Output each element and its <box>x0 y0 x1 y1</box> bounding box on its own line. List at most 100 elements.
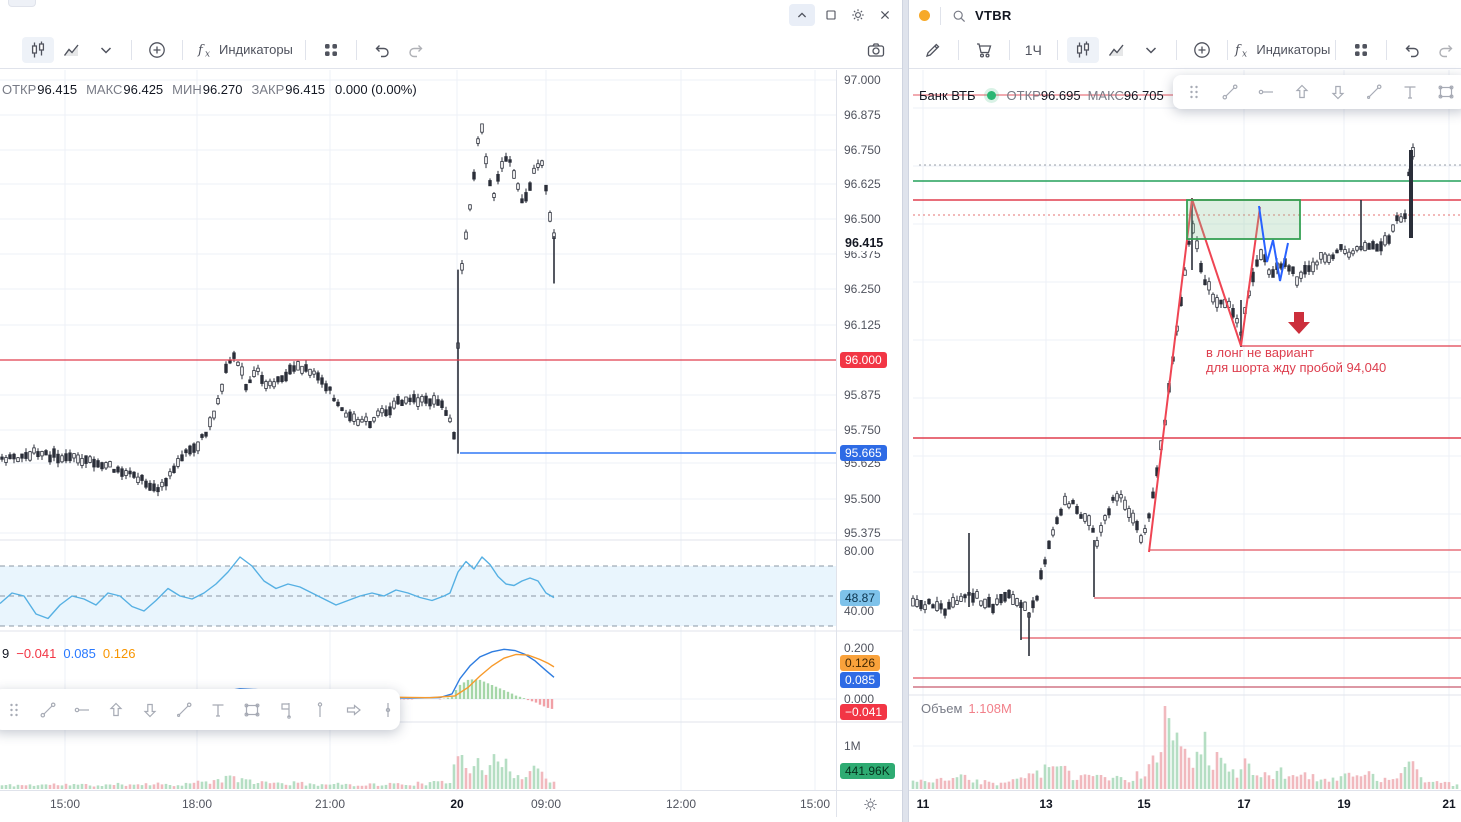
time-tick: 21 <box>1442 797 1456 811</box>
open-value: 96.415 <box>37 82 78 97</box>
redo-button[interactable] <box>400 37 432 63</box>
undo-button[interactable] <box>1396 37 1428 63</box>
flag-tool-tool-icon[interactable] <box>276 700 296 720</box>
top-tab <box>8 0 36 7</box>
open-value: 96.695 <box>1040 88 1081 103</box>
price-tick: 97.000 <box>844 73 881 87</box>
left-titlebar <box>0 0 902 32</box>
symbol-legend: Банк ВТБ ОТКР96.695 МАКС96.705 <box>919 88 1164 103</box>
price-badge: 0.085 <box>840 672 881 688</box>
arrow-up-tool-icon[interactable] <box>106 700 126 720</box>
arrow-down-tool-icon[interactable] <box>1328 82 1348 102</box>
chevron-up-button[interactable] <box>789 4 815 26</box>
time-axis[interactable]: 11 13 15 17 19 21 <box>909 790 1461 817</box>
arrow-down-tool-icon[interactable] <box>140 700 160 720</box>
drawing-toolbar <box>1173 75 1461 109</box>
redo-icon <box>1436 40 1456 60</box>
rectangle-tool-tool-icon[interactable] <box>242 700 262 720</box>
window-controls <box>789 4 896 26</box>
text-tool-tool-icon[interactable] <box>208 700 228 720</box>
right-chart-canvas[interactable] <box>909 0 1461 816</box>
settings-button[interactable] <box>847 4 869 26</box>
grid-layout-button[interactable] <box>1345 37 1377 63</box>
time-axis[interactable]: 15:00 18:00 21:00 20 09:00 12:00 15:00 <box>0 790 836 817</box>
macd-legend: 9 −0.041 0.085 0.126 <box>2 646 135 661</box>
price-tick: 96.250 <box>844 282 881 296</box>
time-tick: 15:00 <box>49 797 81 811</box>
arrow-right-tool-icon[interactable] <box>344 700 364 720</box>
area-chart-button[interactable] <box>1101 37 1133 63</box>
low-label: МИН <box>172 82 202 97</box>
divider <box>940 6 941 25</box>
chevron-down-button[interactable] <box>90 37 122 63</box>
plus-circle-button[interactable] <box>1186 37 1218 63</box>
cart-button[interactable] <box>968 37 1000 63</box>
time-tick: 15:00 <box>799 797 831 811</box>
candles-button[interactable] <box>1066 36 1099 63</box>
close-icon <box>877 7 893 23</box>
svg-text:x: x <box>1242 49 1247 59</box>
horizontal-line-tool-icon[interactable] <box>1256 82 1276 102</box>
ray-arrow-tool-icon[interactable] <box>174 700 194 720</box>
chevron-down-icon <box>1141 40 1161 60</box>
axis-settings-button[interactable] <box>836 790 902 817</box>
close-button[interactable] <box>874 4 896 26</box>
fx-button[interactable]: f x Индикаторы <box>192 37 296 63</box>
symbol-name[interactable]: Банк ВТБ <box>919 88 976 103</box>
ohlc-legend: ОТКР 96.415 МАКС 96.425 МИН 96.270 ЗАКР 96.4… <box>2 82 417 97</box>
undo-icon <box>372 40 392 60</box>
pencil-button[interactable] <box>917 37 949 63</box>
maximize-button[interactable] <box>820 4 842 26</box>
vertical-line-tool-icon[interactable] <box>378 700 398 720</box>
high-value: 96.705 <box>1123 88 1164 103</box>
screenshot-button[interactable] <box>860 37 892 63</box>
plus-circle-button[interactable] <box>141 37 173 63</box>
area-chart-button[interactable] <box>56 37 88 63</box>
toolbar-divider <box>1386 39 1388 60</box>
grid-layout-button[interactable] <box>315 37 347 63</box>
toolbar-divider <box>182 39 183 60</box>
redo-button[interactable] <box>1430 37 1461 63</box>
toolbar-divider <box>958 39 959 60</box>
symbol-search-input[interactable]: VTBR <box>975 8 1012 23</box>
rectangle-tool-tool-icon[interactable] <box>1436 82 1456 102</box>
trade-note-annotation[interactable]: в лонг не вариант для шорта жду пробой 9… <box>1206 345 1386 375</box>
time-tick: 21:00 <box>314 797 346 811</box>
toolbar-divider <box>1175 39 1177 60</box>
drawing-toolbar <box>0 689 400 730</box>
high-value: 96.425 <box>123 82 164 97</box>
candles-button[interactable] <box>22 36 54 63</box>
ray-arrow-tool-icon[interactable] <box>1364 82 1384 102</box>
close-value: 96.415 <box>285 82 326 97</box>
horizontal-line-tool-icon[interactable] <box>72 700 92 720</box>
camera-icon <box>866 40 886 60</box>
price-axis[interactable]: 97.000 96.875 96.750 96.625 96.500 96.375 96.2… <box>836 70 902 790</box>
price-badge: 96.000 <box>840 352 887 368</box>
text-tool-tool-icon[interactable] <box>1400 82 1420 102</box>
search-icon[interactable] <box>951 8 967 24</box>
time-tick: 11 <box>916 797 930 811</box>
macd-value: 0.085 <box>63 646 96 661</box>
price-tick: 96.125 <box>844 318 881 332</box>
status-dot <box>919 10 930 21</box>
chevron-down-button[interactable] <box>1135 37 1167 63</box>
timeframe-button[interactable]: 1Ч <box>1024 41 1042 58</box>
toolbar-divider <box>355 39 357 60</box>
gear-icon <box>862 796 879 813</box>
time-tick: 13 <box>1039 797 1053 811</box>
trend-line-tool-icon[interactable] <box>38 700 58 720</box>
close-label: ЗАКР <box>251 82 285 97</box>
price-tick: 40.00 <box>844 604 875 618</box>
fx-button[interactable]: f x Индикаторы <box>1234 37 1330 63</box>
price-badge: 441.96K <box>840 763 895 779</box>
undo-button[interactable] <box>366 37 398 63</box>
vertical-dot-tool-icon[interactable] <box>310 700 330 720</box>
arrow-up-tool-icon[interactable] <box>1292 82 1312 102</box>
drag-handle-icon[interactable] <box>1184 82 1204 102</box>
price-badge: 96.415 <box>840 235 889 251</box>
trend-line-tool-icon[interactable] <box>1220 82 1240 102</box>
drag-handle-icon[interactable] <box>4 700 24 720</box>
low-value: 96.270 <box>202 82 243 97</box>
toolbar-divider <box>1226 39 1228 60</box>
plus-circle-icon <box>147 40 167 60</box>
